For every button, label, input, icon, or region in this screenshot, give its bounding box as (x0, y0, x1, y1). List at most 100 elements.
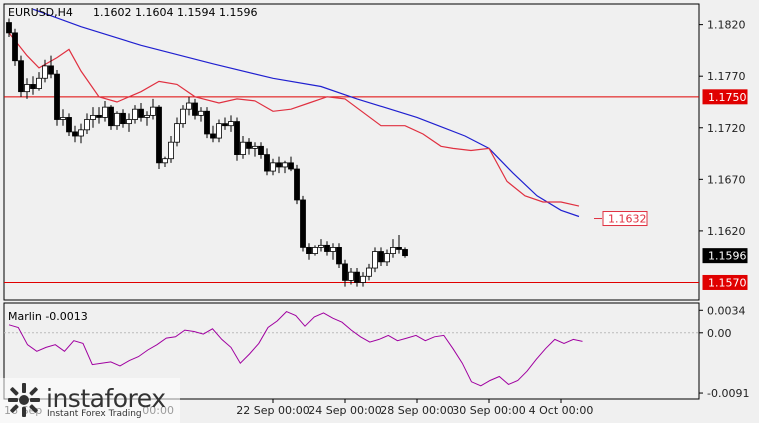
candle-body (252, 145, 258, 149)
candle-body (336, 247, 342, 265)
candle-body (156, 106, 162, 164)
candle-body (36, 77, 42, 89)
red-ma-tag-label: 1.1632 (608, 213, 647, 226)
candle-body (372, 251, 378, 269)
price-tags: 1.1750 1.1570 1.1596 1.1632 (602, 89, 748, 290)
blue-moving-average (32, 8, 580, 218)
resistance-tag-label: 1.1750 (708, 91, 747, 104)
resistance-tag-box (702, 89, 748, 105)
candle-body (294, 168, 300, 201)
y-tick-label: 1.1770 (707, 70, 746, 83)
candle-body (396, 247, 402, 250)
candle-body (390, 247, 396, 254)
candle-body (276, 162, 282, 168)
chart-header-ohlc: 1.1602 1.1604 1.1594 1.1596 (93, 6, 257, 19)
candle-body (126, 119, 132, 125)
candle-body (228, 121, 234, 127)
candle-body (318, 244, 324, 248)
candle-body (192, 102, 198, 116)
candle-body (282, 162, 288, 168)
moving-averages (8, 8, 580, 218)
y-tick-label: 1.1720 (707, 122, 746, 135)
osc-y-tick-label: 0.0034 (707, 304, 746, 317)
candle-body (66, 117, 72, 133)
candle-body (60, 117, 66, 120)
main-panel (3, 3, 700, 301)
candle-body (402, 249, 408, 257)
candle-body (54, 73, 60, 120)
candle-body (384, 253, 390, 263)
marlin-oscillator (4, 311, 699, 387)
candle-body (72, 131, 78, 137)
brand-tagline: Instant Forex Trading (47, 409, 142, 419)
red-moving-average (8, 32, 580, 207)
x-tick-label: 4 Oct 00:00 (529, 404, 594, 417)
candle-body (324, 244, 330, 252)
y-tick-label: 1.1620 (707, 225, 746, 238)
current-price-tag-label: 1.1596 (708, 250, 747, 263)
x-tick-label: 24 Sep 00:00 (308, 404, 381, 417)
candle-body (234, 121, 240, 155)
candle-body (300, 199, 306, 248)
candle-body (90, 114, 96, 120)
y-tick-label: 1.1670 (707, 173, 746, 186)
candle-body (162, 158, 168, 164)
candle-body (138, 108, 144, 118)
brand-logo-icon (8, 383, 40, 417)
candle-body (270, 162, 276, 172)
candle-body (204, 110, 210, 135)
candle-body (258, 145, 264, 155)
candlesticks (6, 18, 408, 287)
candle-body (174, 123, 180, 143)
x-tick-label: 30 Sep 00:00 (452, 404, 525, 417)
brand-name: instaforex (46, 384, 166, 413)
candle-body (168, 141, 174, 160)
candle-body (48, 65, 54, 75)
y-axis-main: 1.1820 1.1770 1.1720 1.1670 1.1620 (699, 19, 746, 238)
osc-y-tick-label: 0.00 (707, 327, 732, 340)
red-ma-tag-box (602, 211, 648, 227)
candle-body (264, 154, 270, 172)
candle-body (378, 251, 384, 263)
candle-body (306, 247, 312, 254)
candle-body (288, 162, 294, 170)
candle-body (114, 112, 120, 127)
candle-body (366, 267, 372, 277)
candle-body (96, 114, 102, 118)
candle-body (216, 123, 222, 139)
support-tag-box (702, 274, 748, 290)
x-tick-label: 28 Sep 00:00 (380, 404, 453, 417)
candle-body (132, 108, 138, 120)
candle-body (78, 129, 84, 137)
candle-body (210, 133, 216, 139)
candle-body (108, 106, 114, 127)
y-axis-indicator: 0.0034 0.00 -0.0091 (699, 304, 749, 400)
candle-body (198, 110, 204, 116)
candle-body (144, 114, 150, 118)
chart-header-symbol: EURUSD,H4 (8, 6, 73, 19)
candle-body (102, 106, 108, 118)
candle-body (30, 84, 36, 89)
candle-body (12, 32, 18, 62)
marlin-line (8, 311, 583, 387)
candle-body (348, 271, 354, 281)
osc-y-tick-label: -0.0091 (707, 387, 749, 400)
candle-body (330, 247, 336, 252)
candle-body (84, 119, 90, 131)
candle-body (222, 123, 228, 127)
candle-body (6, 22, 12, 34)
candle-body (312, 247, 318, 254)
candle-body (24, 84, 30, 93)
candle-body (360, 275, 366, 283)
candle-body (180, 108, 186, 125)
current-price-tag-box (702, 248, 748, 264)
candle-body (186, 102, 192, 110)
candle-body (18, 60, 24, 93)
candle-body (246, 141, 252, 149)
x-tick-label: 22 Sep 00:00 (236, 404, 309, 417)
y-tick-label: 1.1820 (707, 19, 746, 32)
candle-body (342, 263, 348, 281)
support-tag-label: 1.1570 (708, 276, 747, 289)
candle-body (42, 65, 48, 79)
